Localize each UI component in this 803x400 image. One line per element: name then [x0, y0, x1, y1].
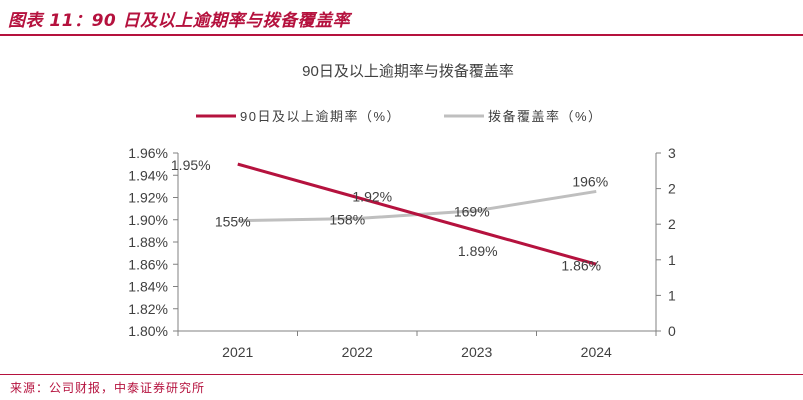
coverage-data-label: 158%	[329, 212, 365, 228]
y-left-tick-label: 1.88%	[128, 234, 168, 250]
y-right-tick-label: 1	[668, 287, 676, 303]
series-coverage-line	[237, 189, 597, 223]
y-left-tick-label: 1.92%	[128, 190, 168, 206]
y-right-tick-label: 2	[668, 216, 676, 232]
y-left-tick-label: 1.84%	[128, 279, 168, 295]
y-right-tick-label: 1	[668, 252, 676, 268]
y-left-tick-label: 1.90%	[128, 212, 168, 228]
y-right-tick-label: 2	[668, 181, 676, 197]
overdue-data-label: 1.86%	[561, 257, 601, 273]
coverage-data-label: 196%	[572, 173, 608, 189]
footer-divider	[0, 374, 803, 375]
legend-label-coverage: 拨备覆盖率（%）	[488, 109, 603, 124]
x-tick-label: 2022	[342, 344, 373, 360]
y-right-tick-label: 0	[668, 323, 676, 339]
legend-label-overdue: 90日及以上逾期率（%）	[240, 109, 401, 124]
source-note: 来源：公司财报，中泰证券研究所	[10, 381, 206, 395]
x-tick-label: 2021	[222, 344, 253, 360]
chart-series: 155% 158% 169% 196% 1.95% 1.92% 1.89% 1.86%	[171, 157, 608, 273]
y-left-tick-label: 1.82%	[128, 301, 168, 317]
overdue-data-label: 1.95%	[171, 157, 211, 173]
figure-title: 图表 11：90 日及以上逾期率与拨备覆盖率	[8, 11, 351, 31]
y-left-tick-label: 1.96%	[128, 145, 168, 161]
chart-legend: 90日及以上逾期率（%） 拨备覆盖率（%）	[196, 109, 603, 124]
chart-axes: 1.80% 1.82% 1.84% 1.86% 1.88% 1.90% 1.92% 1.94%…	[128, 145, 676, 360]
title-divider	[0, 34, 803, 36]
coverage-data-label: 155%	[215, 214, 251, 230]
overdue-data-label: 1.89%	[458, 243, 498, 259]
chart-title: 90日及以上逾期率与拨备覆盖率	[302, 63, 514, 80]
coverage-data-label: 169%	[454, 204, 490, 220]
y-right-tick-label: 3	[668, 145, 676, 161]
x-tick-label: 2024	[581, 344, 612, 360]
overdue-data-label: 1.92%	[352, 189, 392, 205]
y-left-tick-label: 1.86%	[128, 256, 168, 272]
series-overdue-line	[237, 162, 597, 266]
x-tick-label: 2023	[461, 344, 492, 360]
y-left-tick-label: 1.80%	[128, 323, 168, 339]
y-left-tick-label: 1.94%	[128, 167, 168, 183]
